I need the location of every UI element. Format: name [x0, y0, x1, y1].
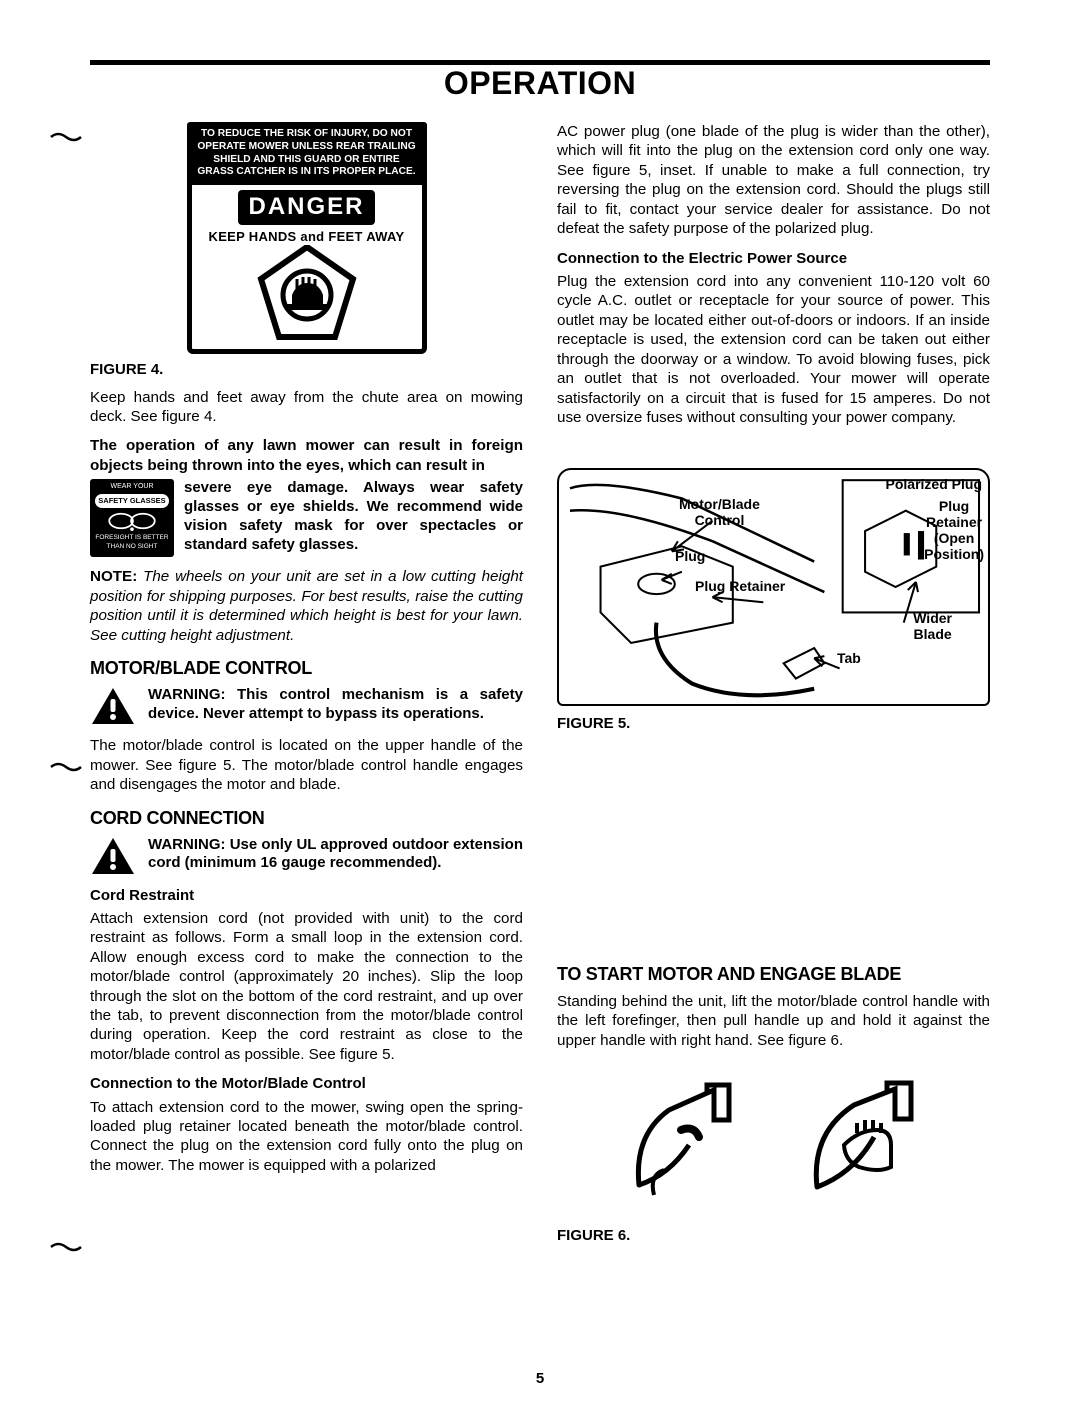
- paragraph: Attach extension cord (not provided with…: [90, 909, 523, 1065]
- figure-6-right-icon: [799, 1075, 929, 1205]
- eye-warning-cont: severe eye damage. Always wear safety gl…: [184, 479, 523, 557]
- start-motor-heading: TO START MOTOR AND ENGAGE BLADE: [557, 963, 990, 986]
- scan-artifact: [50, 1240, 82, 1254]
- cord-connection-heading: CORD CONNECTION: [90, 807, 523, 830]
- page-title: OPERATION: [434, 65, 646, 102]
- warning-text: WARNING: This control mechanism is a saf…: [148, 686, 523, 726]
- paragraph: To attach extension cord to the mower, s…: [90, 1098, 523, 1176]
- connection-mb-heading: Connection to the Motor/Blade Control: [90, 1074, 523, 1093]
- connection-ep-heading: Connection to the Electric Power Source: [557, 249, 990, 268]
- note-text: The wheels on your unit are set in a low…: [90, 568, 523, 643]
- danger-word: DANGER: [238, 190, 374, 225]
- scan-artifact: [50, 760, 82, 774]
- cord-restraint-heading: Cord Restraint: [90, 886, 523, 905]
- fig5-polarized-plug: Polarized Plug: [886, 476, 982, 492]
- fig5-plug-retainer: Plug Retainer: [695, 578, 785, 594]
- safety-glasses-row: WEAR YOUR SAFETY GLASSES FORESIGHT IS BE…: [90, 479, 523, 557]
- warning-block: WARNING: This control mechanism is a saf…: [90, 686, 523, 726]
- warning-block: WARNING: Use only UL approved outdoor ex…: [90, 836, 523, 876]
- danger-sign: TO REDUCE THE RISK OF INJURY, DO NOT OPE…: [90, 122, 523, 354]
- left-column: TO REDUCE THE RISK OF INJURY, DO NOT OPE…: [90, 122, 523, 1253]
- blade-hand-icon: [198, 245, 416, 341]
- paragraph: Plug the extension cord into any conveni…: [557, 272, 990, 428]
- paragraph: AC power plug (one blade of the plug is …: [557, 122, 990, 239]
- figure-5: Polarized Plug Plug Retainer (Open Posit…: [557, 468, 990, 706]
- warning-triangle-icon: [90, 686, 136, 726]
- paragraph: Keep hands and feet away from the chute …: [90, 388, 523, 427]
- motor-blade-heading: MOTOR/BLADE CONTROL: [90, 657, 523, 680]
- badge-text: FORESIGHT IS BETTER: [93, 534, 171, 542]
- figure-4-label: FIGURE 4.: [90, 360, 523, 379]
- danger-top-line: TO REDUCE THE RISK OF INJURY, DO NOT: [195, 128, 419, 141]
- danger-top-line: SHIELD AND THIS GUARD OR ENTIRE: [195, 154, 419, 167]
- figure-5-label: FIGURE 5.: [557, 714, 990, 733]
- safety-glasses-badge: WEAR YOUR SAFETY GLASSES FORESIGHT IS BE…: [90, 479, 174, 557]
- warning-triangle-icon: [90, 836, 136, 876]
- right-column: AC power plug (one blade of the plug is …: [557, 122, 990, 1253]
- paragraph: The motor/blade control is located on th…: [90, 736, 523, 794]
- note-label: NOTE:: [90, 568, 137, 585]
- spacer: [557, 741, 990, 951]
- danger-top-line: OPERATE MOWER UNLESS REAR TRAILING: [195, 141, 419, 154]
- badge-text: WEAR YOUR: [93, 483, 171, 492]
- fig5-wider-blade: Wider Blade: [913, 610, 952, 642]
- badge-text: SAFETY GLASSES: [95, 494, 169, 508]
- glasses-icon: [102, 511, 162, 531]
- warning-text: WARNING: Use only UL approved outdoor ex…: [148, 836, 523, 876]
- page-number: 5: [0, 1370, 1080, 1387]
- eye-warning-intro: The operation of any lawn mower can resu…: [90, 436, 523, 475]
- figure-6-label: FIGURE 6.: [557, 1226, 990, 1245]
- badge-text: THAN NO SIGHT: [93, 543, 171, 551]
- note-paragraph: NOTE: The wheels on your unit are set in…: [90, 567, 523, 645]
- paragraph: Standing behind the unit, lift the motor…: [557, 992, 990, 1050]
- danger-keep: KEEP HANDS and FEET AWAY: [198, 229, 416, 246]
- fig5-plug: Plug: [675, 548, 705, 564]
- fig5-plug-retainer-open: Plug Retainer (Open Position): [924, 498, 984, 562]
- fig5-motor-blade-control: Motor/Blade Control: [679, 496, 760, 528]
- figure-6: [557, 1060, 990, 1220]
- scan-artifact: [50, 130, 82, 144]
- fig5-tab: Tab: [837, 650, 861, 666]
- two-column-layout: TO REDUCE THE RISK OF INJURY, DO NOT OPE…: [90, 122, 990, 1253]
- figure-6-left-icon: [619, 1075, 749, 1205]
- danger-top-line: GRASS CATCHER IS IN ITS PROPER PLACE.: [195, 166, 419, 179]
